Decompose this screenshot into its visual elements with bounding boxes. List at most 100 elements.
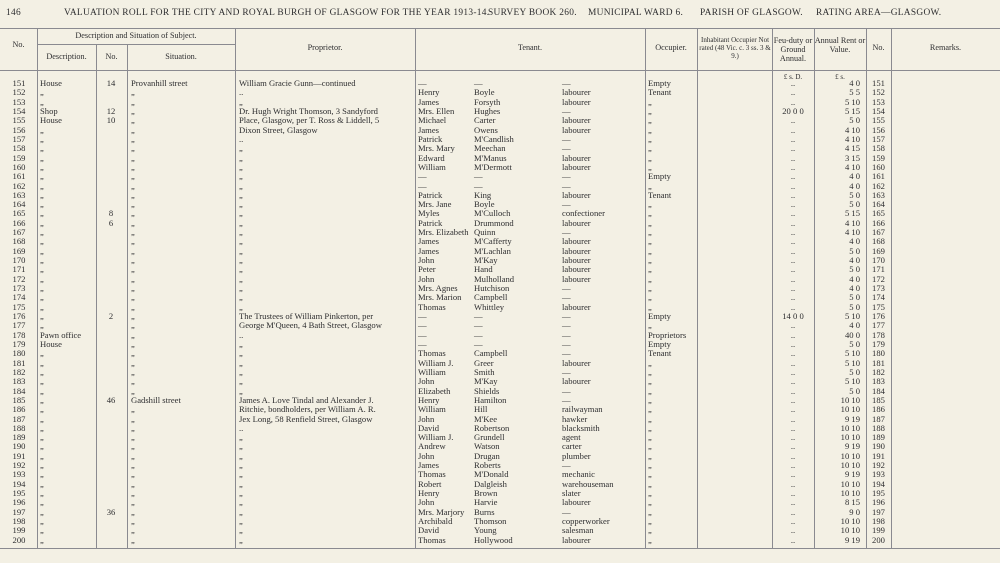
proprietor: .. xyxy=(239,87,244,98)
row-number-right: 199 xyxy=(872,525,885,536)
description: „ xyxy=(40,460,44,471)
situation: „ xyxy=(131,311,135,321)
situation: „ xyxy=(131,404,135,415)
row-number: 167 xyxy=(12,227,26,238)
feu-duty: .. xyxy=(790,422,796,433)
feu-duty: .. xyxy=(790,441,796,452)
feu-duty: .. xyxy=(790,264,796,275)
tenant-first: John xyxy=(418,255,435,266)
row-number-right: 168 xyxy=(872,236,885,247)
feu-duty: .. xyxy=(790,143,796,154)
situation: „ xyxy=(131,376,135,387)
situation: „ xyxy=(131,199,135,210)
row-number-right: 162 xyxy=(872,180,885,191)
tenant-first: Archibald xyxy=(418,516,453,527)
tenant-surname: Grundell xyxy=(474,432,505,443)
tenant-surname: — xyxy=(474,180,483,191)
situation: „ xyxy=(131,161,135,172)
tenant-occupation: — xyxy=(562,348,571,359)
situation: Gadshill street xyxy=(131,394,181,405)
row-number: 192 xyxy=(12,460,26,471)
annual-rent: 8 15 xyxy=(844,497,860,508)
tenant-first: Thomas xyxy=(418,348,446,359)
description: „ xyxy=(40,245,44,256)
proprietor: „ xyxy=(239,301,243,312)
description: „ xyxy=(40,488,44,499)
units: £ s. xyxy=(835,73,845,81)
situation: „ xyxy=(131,320,135,331)
annual-rent: 5 10 xyxy=(844,348,860,359)
desc-number: 10 xyxy=(106,115,116,126)
situation: „ xyxy=(131,180,135,191)
occupier: „ xyxy=(648,432,652,443)
col-header: No. xyxy=(105,52,118,61)
situation: „ xyxy=(131,525,135,536)
feu-duty: .. xyxy=(790,320,796,331)
row-number-right: 151 xyxy=(872,78,885,88)
tenant-first: John xyxy=(418,376,435,387)
occupier: „ xyxy=(648,385,652,396)
proprietor: „ xyxy=(239,534,243,545)
row-number-right: 174 xyxy=(872,292,885,303)
feu-duty: .. xyxy=(790,199,796,210)
rule xyxy=(0,70,1000,71)
tenant-surname: Owens xyxy=(474,124,498,135)
proprietor: Dr. Hugh Wright Thomson, 3 Sandyford xyxy=(239,105,378,116)
feu-duty: .. xyxy=(790,385,796,396)
situation: „ xyxy=(131,217,135,228)
row-number: 174 xyxy=(12,292,26,303)
occupier: „ xyxy=(648,488,652,499)
tenant-first: Mrs. Ellen xyxy=(418,105,455,116)
proprietor: „ xyxy=(239,208,243,219)
tenant-surname: — xyxy=(474,320,483,331)
description: „ xyxy=(40,180,44,191)
tenant-occupation: — xyxy=(562,133,571,144)
occupier: „ xyxy=(648,292,652,303)
tenant-first: — xyxy=(418,180,427,191)
situation: „ xyxy=(131,460,135,471)
annual-rent: 5 0 xyxy=(849,385,860,396)
situation: „ xyxy=(131,478,135,489)
tenant-occupation: labourer xyxy=(562,255,591,266)
tenant-surname: Harvie xyxy=(474,497,498,508)
description: „ xyxy=(40,366,44,377)
situation: „ xyxy=(131,264,135,275)
row-number-right: 171 xyxy=(872,264,885,275)
feu-duty: 14 0 0 xyxy=(782,311,804,321)
row-number: 190 xyxy=(12,441,26,452)
annual-rent: 9 19 xyxy=(844,441,860,452)
situation: „ xyxy=(131,96,135,107)
row-number: 156 xyxy=(12,124,26,135)
description: „ xyxy=(40,469,44,480)
feu-duty: .. xyxy=(790,366,796,377)
annual-rent: 5 0 xyxy=(849,366,860,377)
description: „ xyxy=(40,152,44,163)
tenant-surname: Whittley xyxy=(474,301,505,312)
tenant-first: — xyxy=(418,320,427,331)
situation: „ xyxy=(131,301,135,312)
tenant-occupation: mechanic xyxy=(562,469,595,480)
description: „ xyxy=(40,227,44,238)
row-number: 166 xyxy=(12,217,26,228)
annual-rent: 9 19 xyxy=(844,534,860,545)
description: „ xyxy=(40,208,44,219)
feu-duty: .. xyxy=(790,180,796,191)
description: „ xyxy=(40,311,44,321)
occupier: „ xyxy=(648,227,652,238)
feu-duty: .. xyxy=(790,478,796,489)
row-number: 180 xyxy=(12,348,26,359)
annual-rent: 4 0 xyxy=(849,180,860,191)
row-number: 169 xyxy=(12,245,26,256)
desc-number: 12 xyxy=(106,105,116,116)
annual-rent: 3 15 xyxy=(844,152,860,163)
desc-number: 6 xyxy=(108,217,114,228)
feu-duty: .. xyxy=(790,450,796,461)
row-number-right: 156 xyxy=(872,124,885,135)
annual-rent: 4 10 xyxy=(844,161,860,172)
feu-duty: .. xyxy=(790,115,796,126)
proprietor: „ xyxy=(239,348,243,359)
row-number: 161 xyxy=(12,171,26,182)
row-number: 185 xyxy=(12,394,26,405)
description: House xyxy=(40,115,62,126)
proprietor: „ xyxy=(239,385,243,396)
